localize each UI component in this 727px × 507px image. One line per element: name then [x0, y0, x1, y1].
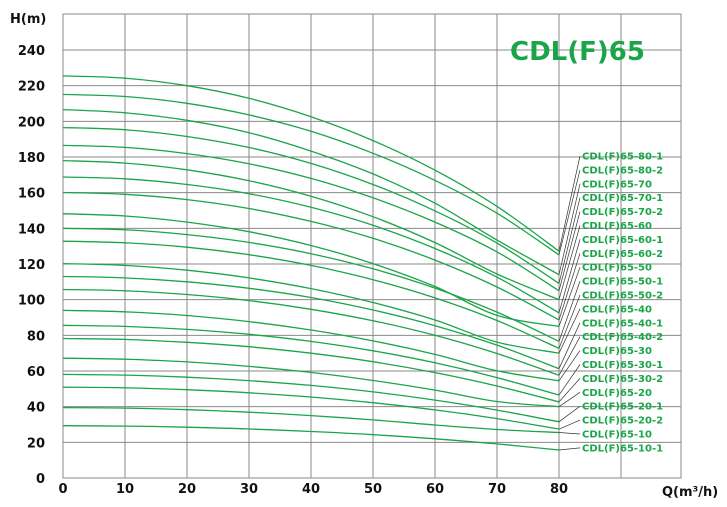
series-label: CDL(F)65-30 — [582, 346, 652, 357]
series-label: CDL(F)65-80-1 — [582, 152, 663, 163]
series-label: CDL(F)65-50-1 — [582, 277, 663, 288]
series-curve — [62, 75, 560, 252]
series-leader-line — [558, 183, 581, 275]
series-label: CDL(F)65-60-1 — [582, 235, 663, 246]
y-tick-label: 100 — [18, 294, 45, 309]
series-leader-line — [558, 308, 581, 354]
chart-title: CDL(F)65 — [510, 37, 645, 67]
series-leader-line — [558, 197, 581, 284]
series-label: CDL(F)65-30-1 — [582, 360, 663, 371]
y-tick-label: 80 — [27, 329, 45, 344]
y-tick-label: 220 — [18, 80, 45, 95]
y-tick-label: 140 — [18, 222, 45, 237]
series-labels: CDL(F)65-80-1 CDL(F)65-80-2 CDL(F)65-70 CDL… — [582, 152, 663, 455]
series-leader-line — [558, 253, 581, 321]
y-tick-label: 20 — [27, 436, 45, 451]
series-curve — [62, 191, 560, 321]
series-leader-line — [558, 322, 581, 369]
series-leader-line — [558, 280, 581, 342]
series-leader-line — [558, 294, 581, 349]
series-label: CDL(F)65-20 — [582, 388, 652, 399]
series-label: CDL(F)65-70-2 — [582, 207, 663, 218]
curve-layer — [62, 75, 560, 451]
y-tick-label: 160 — [18, 187, 45, 202]
series-curve — [62, 159, 560, 301]
series-curve — [62, 275, 560, 370]
y-tick-label: 60 — [27, 365, 45, 380]
series-label: CDL(F)65-30-2 — [582, 374, 663, 385]
series-label: CDL(F)65-40-1 — [582, 318, 663, 329]
series-curve — [62, 406, 560, 434]
x-tick-label: 20 — [178, 482, 196, 497]
series-curve — [62, 288, 560, 376]
series-curve — [62, 213, 560, 328]
x-tick-label: 60 — [426, 482, 444, 497]
series-label: CDL(F)65-80-2 — [582, 165, 663, 176]
series-curve — [62, 144, 560, 292]
series-label: CDL(F)65-20-2 — [582, 416, 663, 427]
y-tick-label: 0 — [36, 472, 45, 487]
series-leader-line — [558, 239, 581, 313]
y-tick-label: 200 — [18, 115, 45, 130]
leader-layer — [558, 155, 581, 451]
series-leader-line — [558, 432, 581, 435]
series-label: CDL(F)65-40 — [582, 304, 652, 315]
series-curve — [62, 176, 560, 314]
series-curve — [62, 93, 560, 256]
x-tick-label: 70 — [488, 482, 506, 497]
series-leader-line — [558, 350, 581, 382]
series-leader-line — [558, 211, 581, 291]
series-curve — [62, 126, 560, 284]
series-curve — [62, 108, 560, 276]
series-curve — [62, 262, 560, 354]
series-label: CDL(F)65-10-1 — [582, 443, 663, 454]
series-label: CDL(F)65-60-2 — [582, 249, 663, 260]
series-label: CDL(F)65-10 — [582, 430, 652, 441]
x-tick-label: 30 — [240, 482, 258, 497]
series-label: CDL(F)65-70-1 — [582, 193, 663, 204]
series-leader-line — [558, 378, 581, 403]
series-label: CDL(F)65-70 — [582, 179, 652, 190]
x-axis-title: Q(m³/h) — [662, 485, 718, 500]
series-curve — [62, 240, 560, 349]
series-curve — [62, 309, 560, 382]
series-curve — [62, 373, 560, 423]
x-tick-label: 80 — [550, 482, 568, 497]
y-tick-label: 40 — [27, 401, 45, 416]
y-axis-title: H(m) — [10, 12, 46, 27]
x-tick-label: 10 — [116, 482, 134, 497]
x-tick-label: 50 — [364, 482, 382, 497]
series-leader-line — [558, 419, 581, 430]
series-curve — [62, 227, 560, 342]
series-label: CDL(F)65-40-2 — [582, 332, 663, 343]
x-tick-label: 40 — [302, 482, 320, 497]
series-leader-line — [558, 405, 581, 423]
x-tick-label: 0 — [58, 482, 67, 497]
x-tick-labels: 0 10 20 30 40 50 60 70 80 — [58, 482, 568, 497]
series-curve — [62, 337, 560, 403]
series-leader-line — [558, 336, 581, 376]
y-tick-label: 180 — [18, 151, 45, 166]
series-leader-line — [558, 364, 581, 396]
y-tick-labels: 0 20 40 60 80 100 120 140 160 180 200 220 240 — [18, 44, 45, 487]
series-leader-line — [558, 392, 581, 407]
series-label: CDL(F)65-50-2 — [582, 291, 663, 302]
series-leader-line — [558, 169, 581, 255]
series-leader-line — [558, 267, 581, 327]
series-leader-line — [558, 447, 581, 451]
series-label: CDL(F)65-50 — [582, 263, 652, 274]
series-curve — [62, 386, 560, 430]
y-tick-label: 120 — [18, 258, 45, 273]
grid-layer — [62, 13, 682, 479]
series-label: CDL(F)65-20-1 — [582, 402, 663, 413]
series-curve — [62, 324, 560, 396]
series-curve — [62, 425, 560, 451]
series-leader-line — [558, 225, 581, 300]
series-label: CDL(F)65-60 — [582, 221, 652, 232]
series-leader-line — [558, 155, 581, 252]
series-curve — [62, 357, 560, 408]
y-tick-label: 240 — [18, 44, 45, 59]
